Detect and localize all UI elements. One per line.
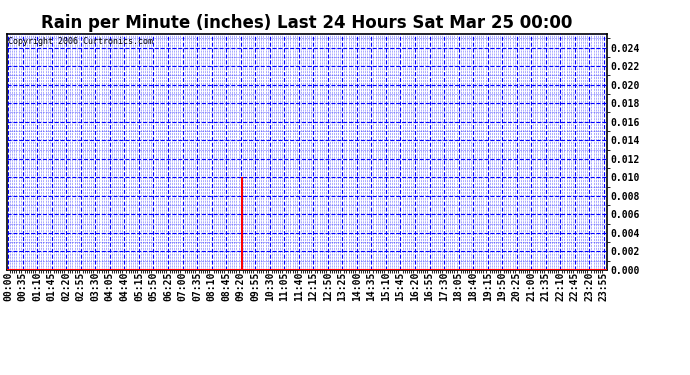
Title: Rain per Minute (inches) Last 24 Hours Sat Mar 25 00:00: Rain per Minute (inches) Last 24 Hours S… xyxy=(41,14,573,32)
Text: Copyright 2006 Curtronics.com: Copyright 2006 Curtronics.com xyxy=(8,37,153,46)
